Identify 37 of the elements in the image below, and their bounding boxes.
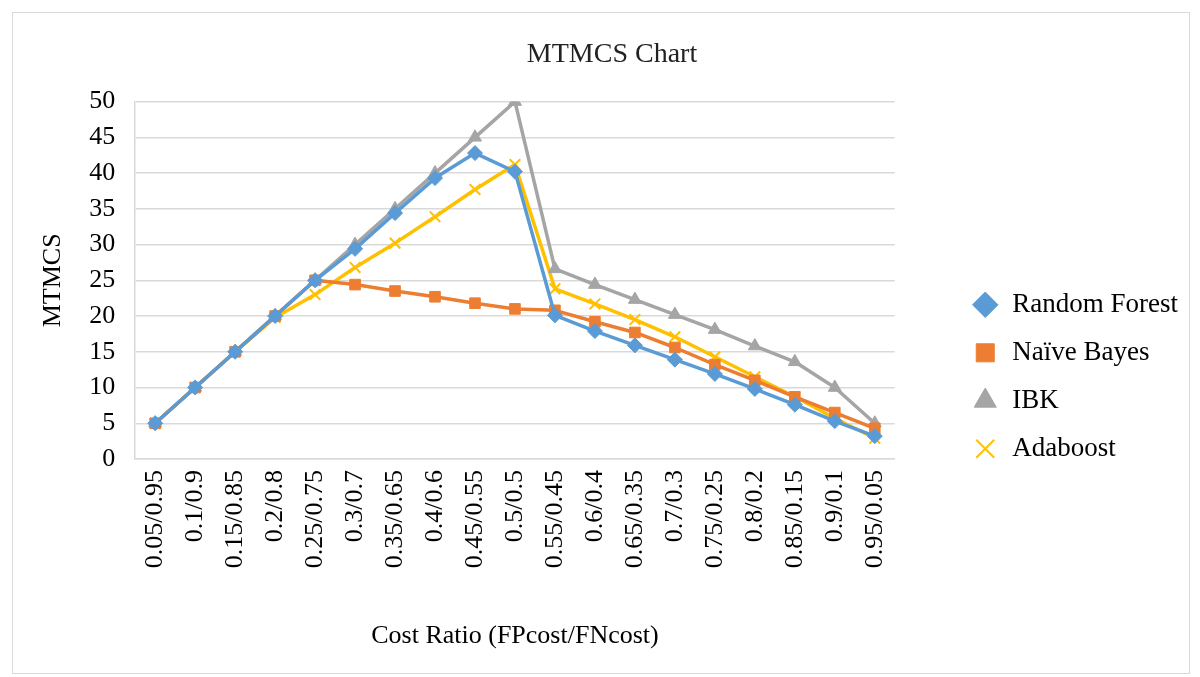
x-tick-label: 0.85/0.15: [778, 470, 808, 569]
y-tick-label: 50: [89, 85, 116, 115]
y-tick-label: 15: [89, 335, 116, 365]
chart-title: MTMCS Chart: [526, 37, 698, 69]
y-tick-label: 20: [89, 299, 116, 329]
x-tick-label: 0.25/0.75: [298, 470, 328, 569]
y-tick-label: 5: [102, 407, 116, 437]
y-axis-title: MTMCS: [37, 233, 67, 328]
x-axis-title: Cost Ratio (FPcost/FNcost): [371, 620, 659, 650]
x-tick-label: 0.7/0.3: [658, 470, 688, 543]
legend-label: Naïve Bayes: [1012, 335, 1150, 366]
y-tick-label: 0: [102, 442, 116, 472]
x-tick-label: 0.75/0.25: [698, 470, 728, 569]
x-tick-label: 0.9/0.1: [818, 470, 848, 543]
x-tick-label: 0.55/0.45: [538, 470, 568, 569]
x-tick-label: 0.45/0.55: [458, 470, 488, 569]
y-tick-label: 45: [89, 121, 116, 151]
x-tick-label: 0.05/0.95: [139, 470, 169, 569]
x-tick-label: 0.1/0.9: [178, 470, 208, 543]
y-tick-label: 30: [89, 228, 116, 258]
legend-label: Adaboost: [1012, 431, 1117, 462]
x-tick-label: 0.6/0.4: [578, 470, 608, 543]
legend-label: Random Forest: [1012, 287, 1179, 318]
x-tick-label: 0.5/0.5: [498, 470, 528, 543]
x-tick-label: 0.8/0.2: [738, 470, 768, 543]
y-tick-label: 10: [89, 371, 116, 401]
x-tick-label: 0.65/0.35: [618, 470, 648, 569]
y-tick-label: 40: [89, 156, 116, 186]
y-tick-label: 35: [89, 192, 116, 222]
x-tick-label: 0.95/0.05: [858, 470, 888, 569]
x-tick-label: 0.4/0.6: [418, 470, 448, 543]
y-tick-label: 25: [89, 264, 116, 294]
x-tick-label: 0.35/0.65: [378, 470, 408, 569]
x-tick-label: 0.3/0.7: [338, 470, 368, 543]
legend-label: IBK: [1012, 383, 1060, 414]
x-tick-label: 0.15/0.85: [218, 470, 248, 569]
x-tick-label: 0.2/0.8: [258, 470, 288, 543]
